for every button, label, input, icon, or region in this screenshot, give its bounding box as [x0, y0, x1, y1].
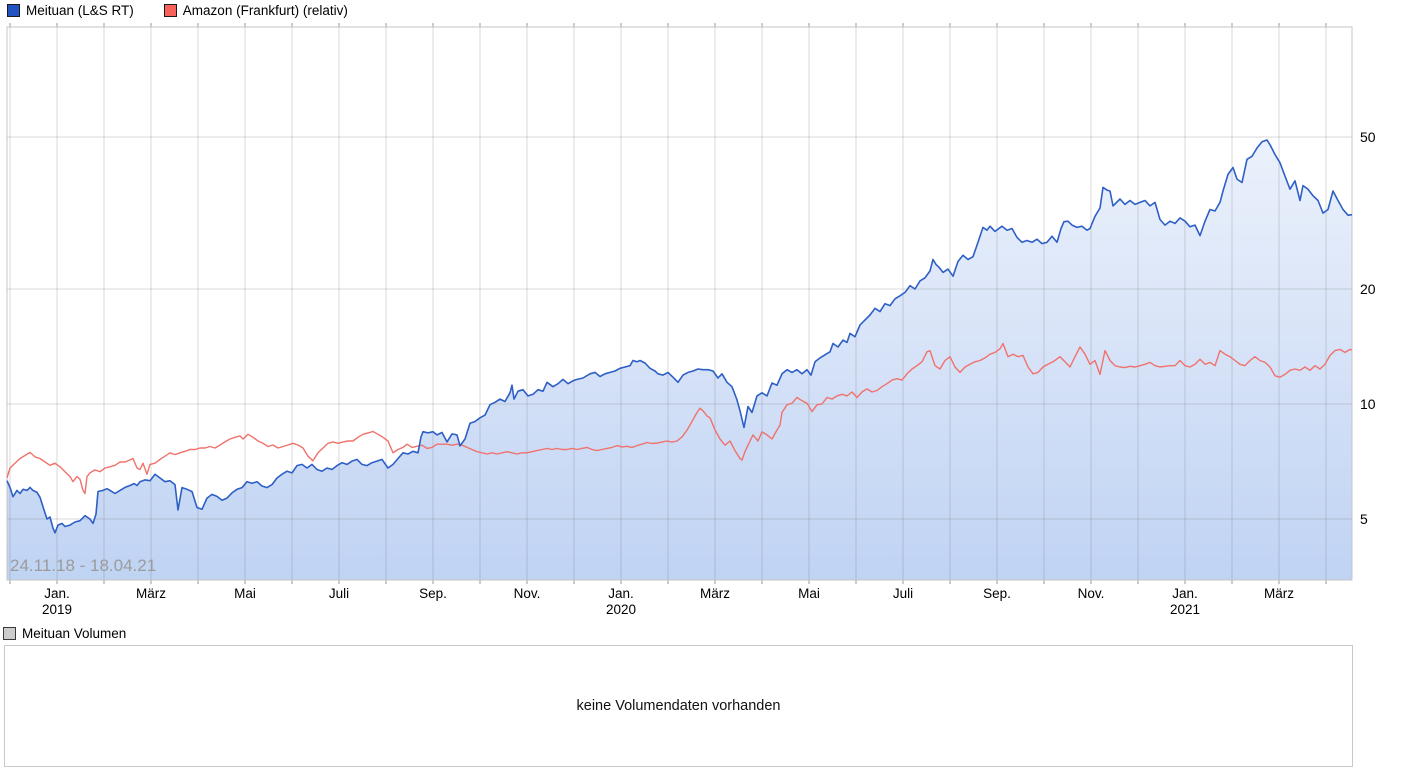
x-axis-month-label: Jan.: [44, 586, 70, 601]
legend-label-amazon: Amazon (Frankfurt) (relativ): [182, 3, 348, 18]
x-axis-year-label: 2021: [1170, 602, 1200, 617]
x-axis-year-label: 2019: [42, 602, 72, 617]
x-axis-month-label: Mai: [798, 586, 820, 601]
volume-swatch-icon: [3, 627, 16, 640]
volume-legend: Meituan Volumen: [3, 626, 126, 641]
y-axis-tick-label: 5: [1360, 511, 1368, 527]
meituan-line: [6, 139, 1353, 534]
volume-panel: keine Volumendaten vorhanden: [4, 645, 1353, 767]
date-range-label: 24.11.18 - 18.04.21: [10, 556, 156, 575]
meituan-area-fill: [7, 140, 1352, 580]
y-axis-tick-label: 50: [1360, 129, 1376, 145]
x-axis-month-label: Juli: [329, 586, 349, 601]
legend-item-amazon: Amazon (Frankfurt) (relativ): [163, 3, 348, 18]
x-axis-month-label: Nov.: [1078, 586, 1105, 601]
legend-item-meituan: Meituan (L&S RT): [7, 3, 134, 18]
x-axis-month-label: Jan.: [608, 586, 634, 601]
y-axis-tick-label: 10: [1360, 396, 1376, 412]
x-axis-month-label: Sep.: [983, 586, 1011, 601]
x-axis-month-label: Sep.: [419, 586, 447, 601]
x-axis-month-label: Juli: [893, 586, 913, 601]
x-axis-month-label: Jan.: [1172, 586, 1198, 601]
x-axis-month-label: März: [1264, 586, 1294, 601]
amazon-line: [6, 342, 1353, 495]
legend-label-meituan: Meituan (L&S RT): [26, 3, 134, 18]
x-axis-month-label: März: [700, 586, 730, 601]
x-axis-month-label: Nov.: [514, 586, 541, 601]
y-axis-tick-label: 20: [1360, 281, 1376, 297]
volume-empty-message: keine Volumendaten vorhanden: [576, 698, 781, 714]
x-axis-month-label: März: [136, 586, 166, 601]
volume-legend-label: Meituan Volumen: [22, 626, 127, 641]
x-axis-month-label: Mai: [234, 586, 256, 601]
amazon-series-swatch-icon: [163, 4, 177, 17]
chart-legend: Meituan (L&S RT) Amazon (Frankfurt) (rel…: [7, 3, 348, 18]
meituan-series-swatch-icon: [7, 4, 20, 17]
plot-border: [6, 26, 1353, 581]
x-axis-year-label: 2020: [606, 602, 636, 617]
